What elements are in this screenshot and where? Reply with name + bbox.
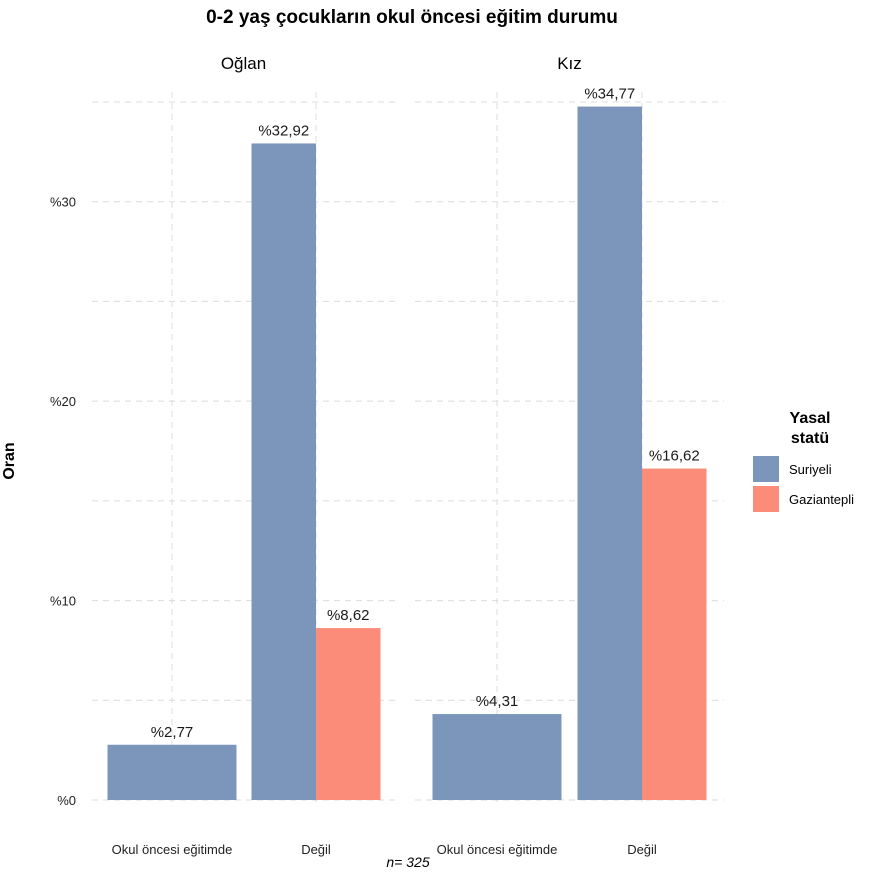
y-tick-label: %0 (57, 793, 76, 808)
legend-label-gaziantepli: Gaziantepli (789, 492, 854, 507)
x-tick-label: Okul öncesi eğitimde (112, 842, 233, 857)
y-tick-label: %20 (50, 394, 76, 409)
bar-value-label: %8,62 (327, 607, 370, 624)
legend-label-suriyeli: Suriyeli (789, 462, 832, 477)
bar-suriyeli (577, 106, 642, 800)
x-tick-label: Değil (301, 842, 331, 857)
bar-value-label: %2,77 (151, 724, 194, 741)
y-axis: %0 %10 %20 %30 (50, 195, 76, 808)
bar-value-label: %4,31 (476, 693, 519, 710)
x-tick-label: Değil (627, 842, 657, 857)
legend-title: statü (791, 430, 829, 447)
legend-swatch-suriyeli (753, 456, 779, 482)
y-tick-label: %10 (50, 594, 76, 609)
y-tick-label: %30 (50, 195, 76, 210)
bar-gaziantepli (642, 468, 707, 800)
legend: Yasal statü Suriyeli Gaziantepli (753, 410, 854, 512)
bar-suriyeli (107, 744, 237, 800)
sample-size-note: n= 325 (386, 854, 429, 870)
y-axis-title: Oran (1, 442, 18, 479)
x-tick-label: Okul öncesi eğitimde (437, 842, 558, 857)
bar-value-label: %32,92 (258, 122, 309, 139)
bars (107, 106, 707, 800)
legend-title: Yasal (790, 410, 831, 427)
bar-gaziantepli (316, 628, 381, 800)
facet-labels: Oğlan Kız (221, 54, 582, 73)
bar-suriyeli (251, 143, 316, 800)
bar-labels: %2,77 %32,92 %8,62 %4,31 %34,77 %16,62 (151, 86, 700, 741)
bar-value-label: %16,62 (649, 448, 700, 465)
bar-value-label: %34,77 (584, 86, 635, 103)
facet-label: Oğlan (221, 54, 266, 73)
legend-swatch-gaziantepli (753, 486, 779, 512)
x-axis: Okul öncesi eğitimde Değil Okul öncesi eği… (112, 842, 657, 857)
facet-label: Kız (557, 54, 582, 73)
bar-suriyeli (432, 714, 562, 800)
chart-title: 0-2 yaş çocukların okul öncesi eğitim du… (206, 7, 618, 28)
